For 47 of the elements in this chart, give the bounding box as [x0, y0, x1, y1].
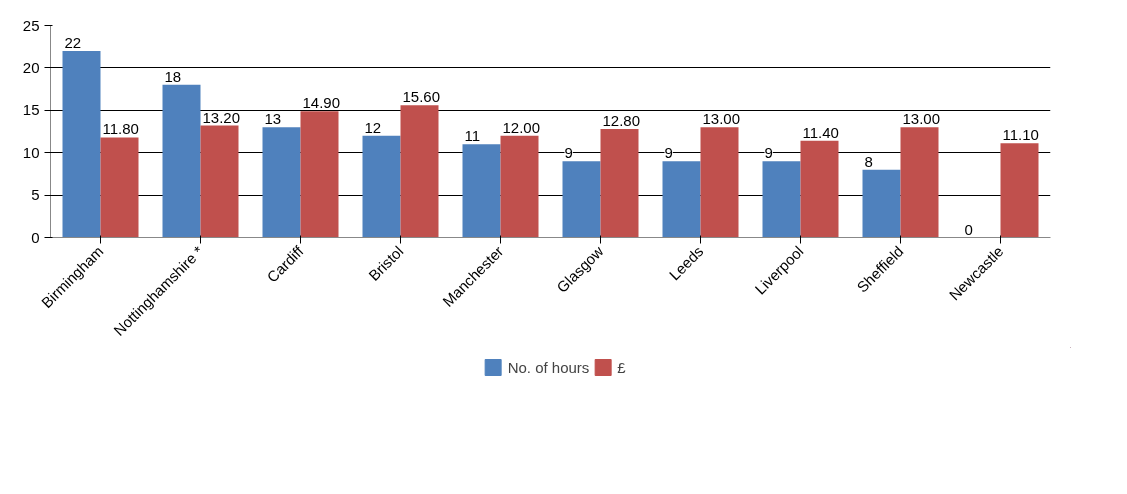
bar	[362, 135, 401, 238]
bar	[300, 111, 339, 238]
y-tick-label: 15	[22, 101, 40, 119]
data-label: 15.60	[402, 88, 441, 106]
bar	[862, 169, 901, 238]
bar	[500, 135, 539, 238]
bar	[100, 137, 139, 238]
bar	[662, 161, 701, 238]
y-tick-label: 10	[22, 143, 40, 161]
legend-label: No. of hours	[507, 358, 590, 376]
data-label: 13.00	[902, 110, 941, 128]
bar	[200, 125, 239, 238]
data-label: 18	[164, 67, 182, 85]
y-tick-label: 25	[22, 16, 40, 34]
data-label: 8	[864, 152, 873, 170]
data-label: 9	[664, 144, 673, 162]
bar	[562, 161, 601, 238]
bar	[800, 140, 839, 238]
bar	[600, 128, 639, 238]
data-label: 0	[964, 220, 973, 238]
y-tick-label: 0	[31, 228, 40, 246]
bar	[162, 84, 201, 238]
data-label: 22	[64, 33, 82, 51]
bar	[62, 50, 101, 238]
bar	[700, 127, 739, 238]
data-label: 9	[764, 144, 773, 162]
data-label: 9	[564, 144, 573, 162]
data-label: 11.80	[102, 120, 139, 138]
data-label: 13	[264, 110, 282, 128]
bar	[900, 127, 939, 238]
data-label: 14.90	[302, 94, 341, 112]
legend-label: £	[617, 358, 627, 376]
bar	[762, 161, 801, 238]
bar	[400, 105, 439, 238]
data-label: 12	[364, 118, 382, 136]
data-label: 13.20	[202, 108, 241, 126]
y-tick-label: 5	[31, 186, 40, 204]
bar	[462, 144, 501, 238]
data-label: 13.00	[702, 110, 741, 128]
bar	[1000, 143, 1039, 238]
data-label: 11.10	[1002, 126, 1039, 144]
y-tick-label: 20	[22, 58, 40, 76]
bar	[262, 127, 301, 238]
data-label: 12.80	[602, 111, 641, 129]
data-label: 11	[464, 127, 481, 145]
data-label: 11.40	[802, 123, 839, 141]
data-label: 12.00	[502, 118, 541, 136]
